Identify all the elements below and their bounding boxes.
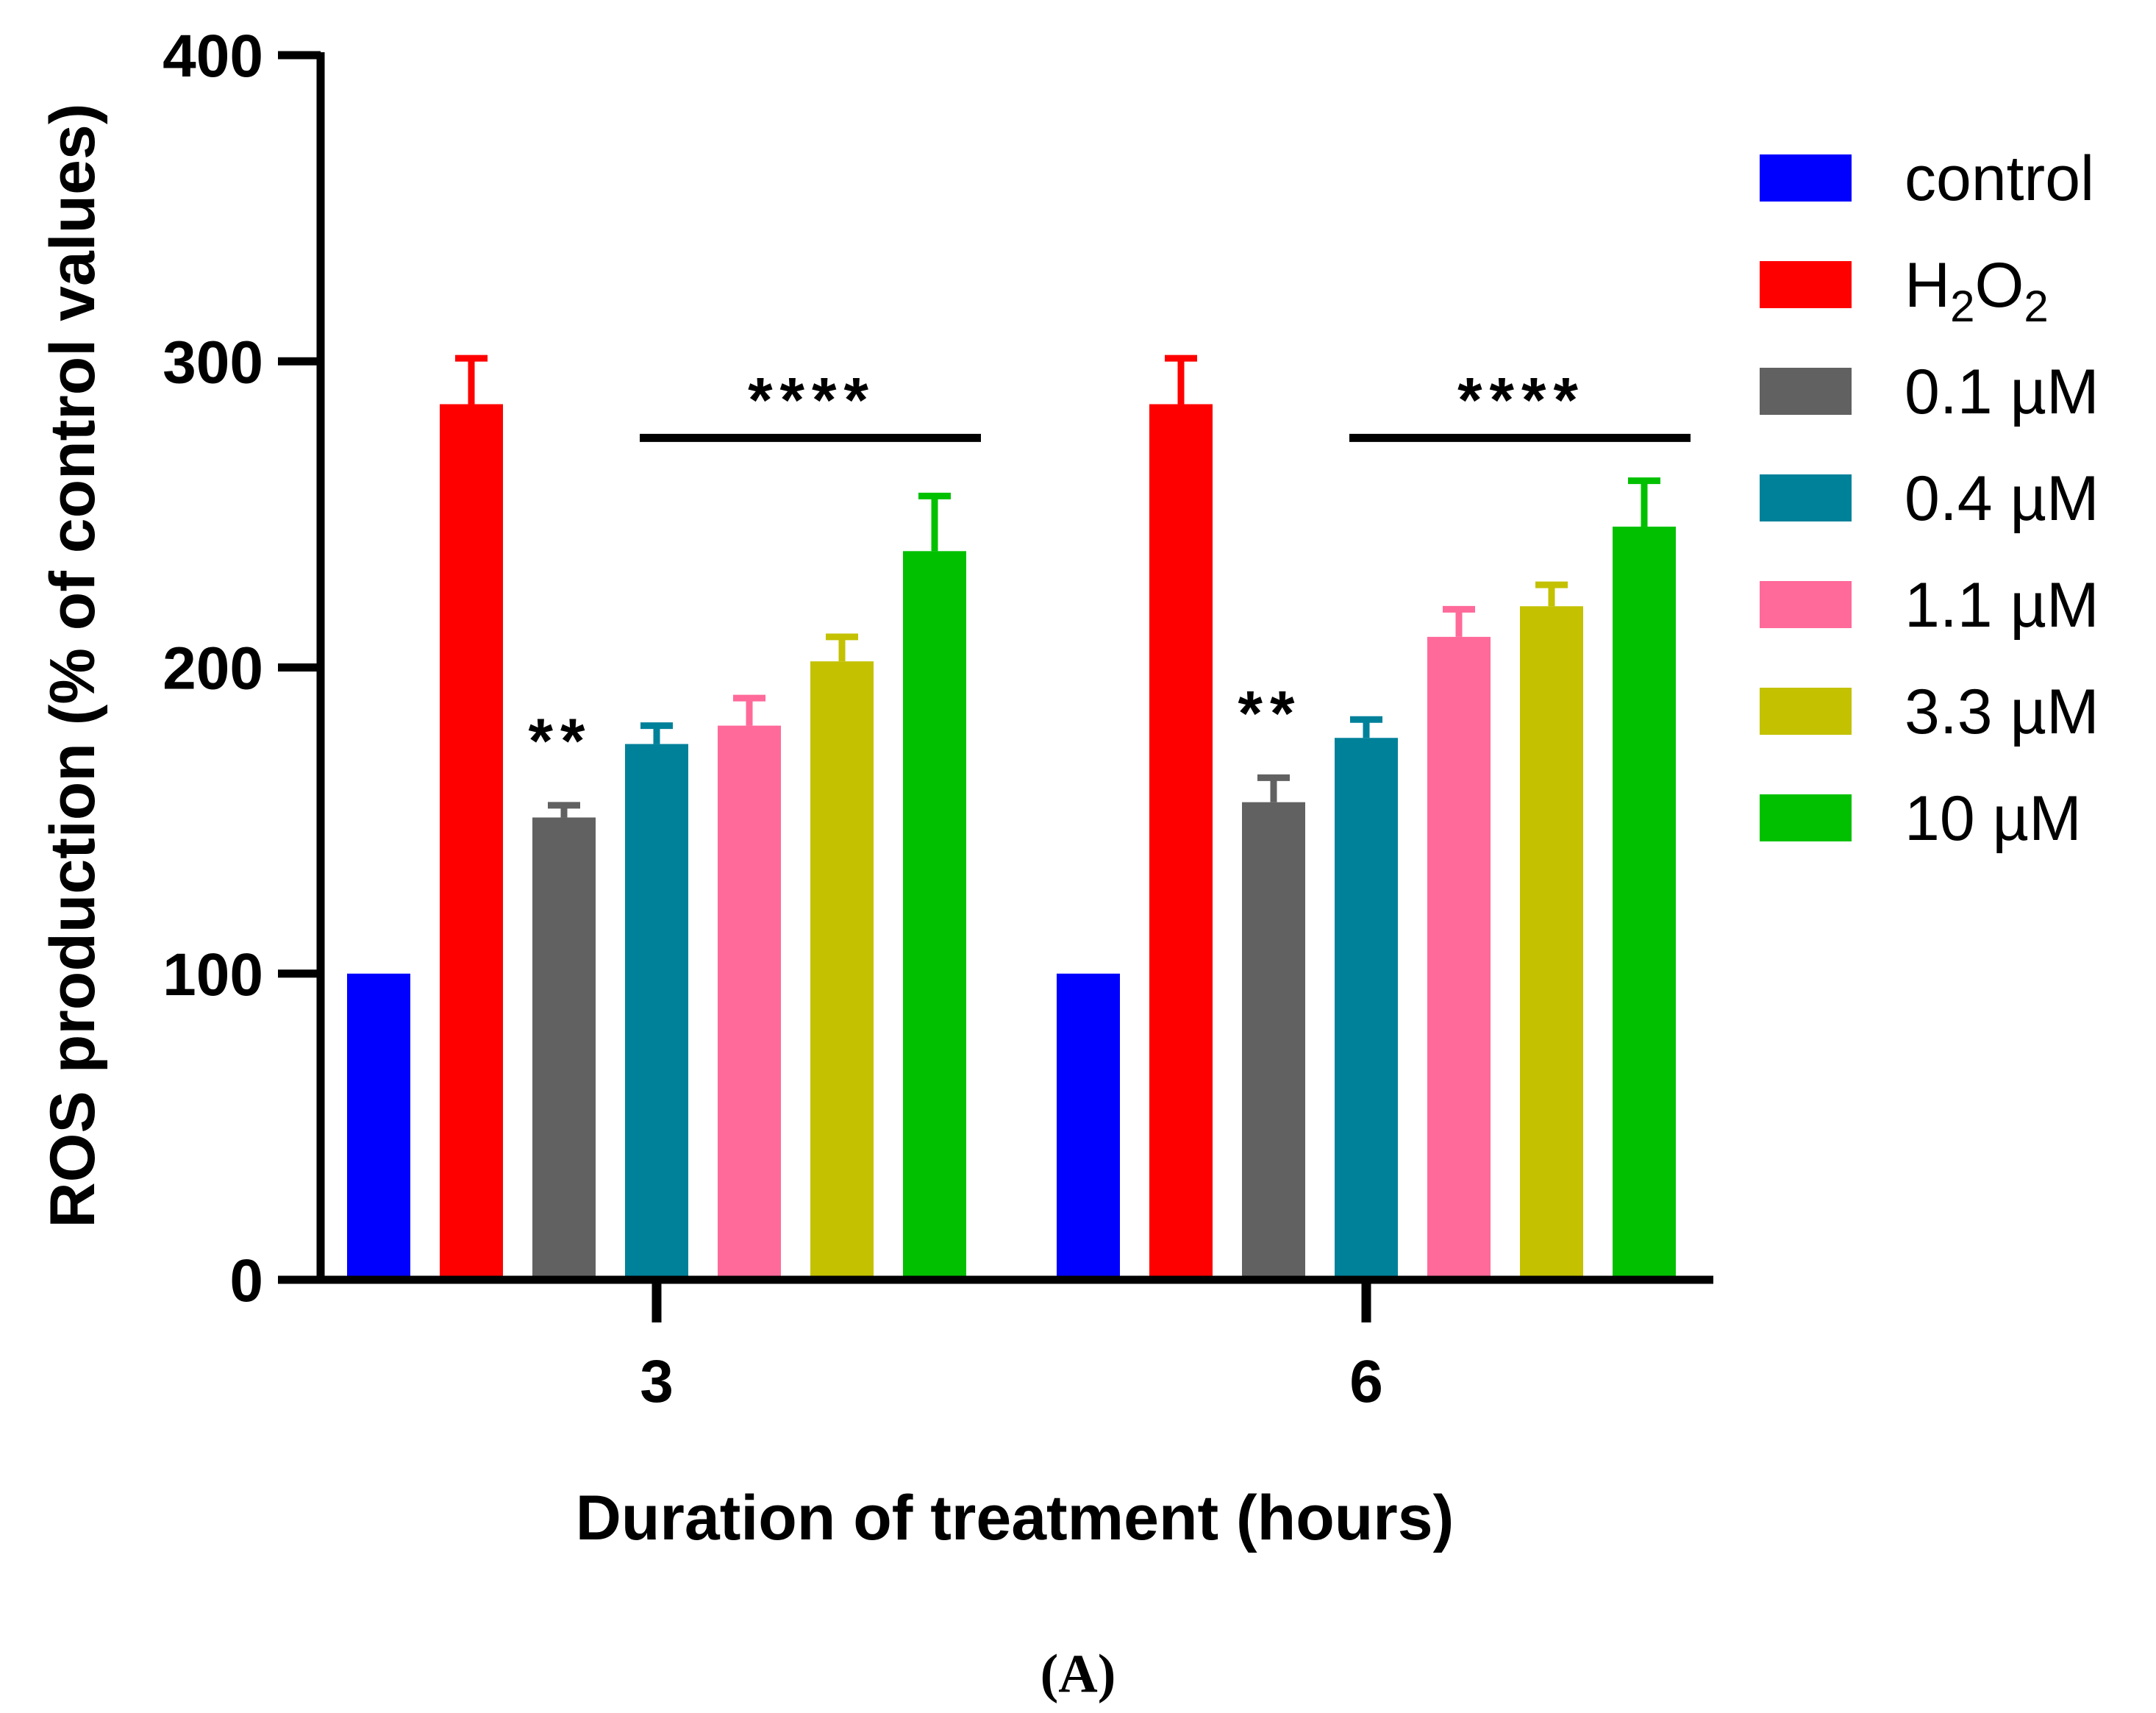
x-tick-label-3: 3 xyxy=(640,1348,674,1415)
y-tick-label-200: 200 xyxy=(163,635,263,702)
legend-label-control: control xyxy=(1905,143,2094,214)
x-tick-label-6: 6 xyxy=(1349,1348,1383,1415)
legend-label-H2O2: H2O2 xyxy=(1905,250,2049,331)
y-tick-label-100: 100 xyxy=(163,941,263,1008)
bar-control-3 xyxy=(347,973,410,1280)
y-tick-label-400: 400 xyxy=(163,23,263,90)
significance-label-1: ** xyxy=(1238,678,1302,749)
legend-label-1.1 µM: 1.1 µM xyxy=(1905,570,2099,641)
legend-swatch-control xyxy=(1760,154,1852,202)
legend-swatch-3.3 µM xyxy=(1760,688,1852,735)
legend-label-3.3 µM: 3.3 µM xyxy=(1905,677,2099,747)
y-tick-label-0: 0 xyxy=(229,1247,263,1314)
legend-swatch-0.1 µM xyxy=(1760,368,1852,415)
bar-0.4 µM-3 xyxy=(625,744,688,1280)
legend-label-0.4 µM: 0.4 µM xyxy=(1905,463,2099,534)
bar-0.1 µM-3 xyxy=(532,817,596,1280)
legend-label-0.1 µM: 0.1 µM xyxy=(1905,357,2099,427)
x-axis-title: Duration of treatment (hours) xyxy=(576,1483,1454,1553)
significance-label-0: ** xyxy=(529,706,593,777)
legend-label-part: O xyxy=(1974,250,2024,321)
bar-control-6 xyxy=(1057,973,1120,1280)
bar-0.1 µM-6 xyxy=(1242,802,1305,1280)
legend-label-subscript: 2 xyxy=(2024,282,2048,331)
bar-10 µM-6 xyxy=(1613,527,1676,1280)
panel-label: (A) xyxy=(1040,1644,1116,1704)
bar-H2O2-6 xyxy=(1149,404,1213,1280)
bar-3.3 µM-3 xyxy=(810,661,874,1280)
significance-label-2: **** xyxy=(748,365,876,435)
legend-label-subscript: 2 xyxy=(1950,282,1974,331)
significance-label-3: **** xyxy=(1457,365,1585,435)
legend-label-part: H xyxy=(1905,250,1950,321)
bar-0.4 µM-6 xyxy=(1335,738,1398,1280)
y-tick-label-300: 300 xyxy=(163,329,263,396)
legend-swatch-10 µM xyxy=(1760,794,1852,841)
bar-H2O2-3 xyxy=(440,404,503,1280)
bar-1.1 µM-6 xyxy=(1427,636,1491,1280)
legend-swatch-0.4 µM xyxy=(1760,474,1852,521)
y-axis-title: ROS production (% of control values) xyxy=(38,104,108,1228)
bar-3.3 µM-6 xyxy=(1520,606,1583,1280)
bar-10 µM-3 xyxy=(903,551,966,1280)
legend-label-10 µM: 10 µM xyxy=(1905,783,2082,854)
legend-swatch-1.1 µM xyxy=(1760,581,1852,628)
bar-1.1 µM-3 xyxy=(718,725,781,1280)
legend-swatch-H2O2 xyxy=(1760,261,1852,308)
